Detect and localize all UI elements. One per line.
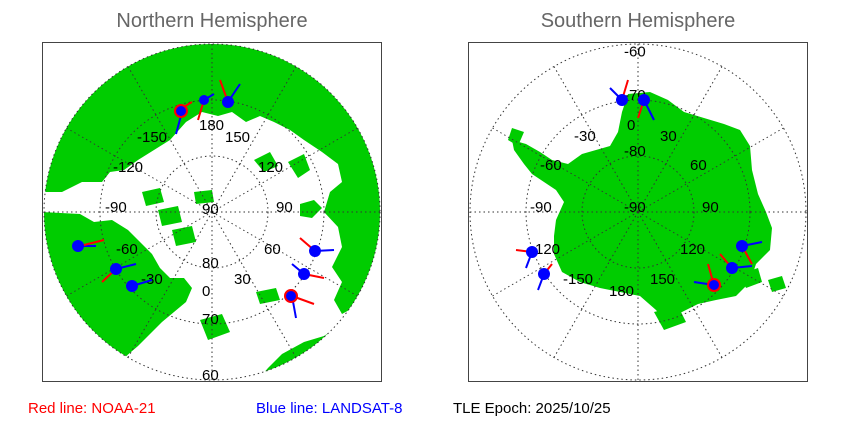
lon-label-0: 0 — [202, 283, 210, 300]
lon-label-90: 90 — [276, 199, 293, 216]
track-marker — [174, 101, 193, 135]
meridian-line — [492, 211, 639, 297]
lat-label-60: 60 — [202, 367, 219, 382]
satellite-tracks-south — [515, 79, 763, 292]
lon-label-150: 150 — [650, 271, 675, 288]
lat-label-minus80: -80 — [624, 143, 646, 160]
lon-label-minus90: -90 — [105, 199, 127, 216]
meridian-line — [637, 127, 784, 213]
lat-label-minus60: -60 — [624, 43, 646, 60]
land-antarctica — [512, 92, 772, 320]
track-marker — [637, 94, 655, 121]
legend-landsat8: Blue line: LANDSAT-8 — [256, 400, 403, 417]
meridian-line — [553, 66, 639, 213]
track-marker — [299, 237, 335, 257]
track-marker — [515, 246, 538, 269]
track-marker — [101, 263, 137, 283]
graticule — [469, 43, 807, 381]
lon-label-60: 60 — [264, 241, 281, 258]
lon-label-minus60: -60 — [116, 241, 138, 258]
land-greenland — [256, 312, 380, 380]
lon-label-minus150: -150 — [137, 129, 167, 146]
track-marker — [72, 239, 105, 252]
land-canadian-island-4 — [194, 190, 214, 204]
meridian-line — [492, 127, 639, 213]
land-island-3 — [654, 306, 686, 330]
southern-hemisphere-title: Southern Hemisphere — [540, 10, 736, 32]
lon-label-180: 180 — [609, 283, 634, 300]
track-marker — [693, 263, 721, 292]
land-canadian-island-2 — [158, 206, 182, 226]
land-iceland — [256, 288, 280, 304]
map-frame — [468, 42, 808, 382]
graticule — [43, 43, 381, 381]
land-masses — [508, 92, 786, 330]
lon-label-180: 180 — [199, 117, 224, 134]
track-marker — [291, 263, 325, 280]
meridian-line — [211, 66, 297, 213]
land-severnaya — [254, 152, 278, 172]
track-marker — [736, 240, 763, 265]
lon-label-120: 120 — [258, 159, 283, 176]
track-marker — [609, 79, 629, 106]
lon-label-30: 30 — [234, 271, 251, 288]
map-frame — [42, 42, 382, 382]
meridian-line — [211, 127, 358, 213]
track-marker — [197, 93, 215, 121]
lon-label-120: 120 — [680, 241, 705, 258]
lat-circle-70 — [99, 99, 325, 325]
meridian-line — [127, 211, 213, 358]
lat-label-80: 80 — [202, 255, 219, 272]
satellite-tracks-north — [72, 79, 335, 319]
land-svalbard — [300, 200, 322, 218]
northern-hemisphere-title: Northern Hemisphere — [116, 10, 308, 32]
track-marker — [284, 289, 315, 319]
track-marker — [537, 263, 553, 291]
land-baffin — [200, 314, 230, 340]
land-island-2 — [768, 276, 786, 292]
track-marker — [219, 79, 241, 108]
meridian-line — [637, 211, 723, 358]
meridian-line — [637, 66, 723, 213]
lat-label-minus90: -90 — [624, 199, 646, 216]
lon-label-60: 60 — [690, 157, 707, 174]
lon-label-0: 0 — [627, 117, 635, 134]
legend-noaa21: Red line: NOAA-21 — [28, 400, 156, 417]
meridian-line — [66, 211, 213, 297]
meridian-line — [211, 211, 358, 297]
land-island-1 — [740, 268, 762, 288]
lon-label-minus120: -120 — [113, 159, 143, 176]
southern-hemisphere-map: 0 -30 30 -60 60 -90 90 -120 120 -150 150… — [468, 42, 808, 382]
lat-circle-80 — [155, 155, 269, 269]
northern-hemisphere-map: 180 -150 150 -120 120 -90 90 -60 60 -30 … — [42, 42, 382, 382]
land-canadian-island-1 — [142, 188, 164, 206]
lon-label-150: 150 — [225, 129, 250, 146]
track-marker — [126, 279, 153, 292]
land-novaya-zemlya — [288, 154, 310, 178]
track-marker — [719, 253, 753, 274]
land-south-america-tip — [508, 128, 524, 146]
lat-circle-80 — [581, 155, 695, 269]
land-canadian-island-3 — [172, 226, 196, 246]
meridian-line — [553, 211, 639, 358]
lon-label-minus60: -60 — [540, 157, 562, 174]
land-eurasia — [44, 44, 380, 314]
lat-label-90: 90 — [202, 201, 219, 218]
lon-label-minus30: -30 — [574, 128, 596, 145]
lon-label-minus150: -150 — [563, 271, 593, 288]
tle-epoch: TLE Epoch: 2025/10/25 — [453, 400, 611, 417]
lon-label-30: 30 — [660, 128, 677, 145]
land-north-america — [44, 212, 192, 380]
meridian-line — [211, 211, 297, 358]
meridian-line — [637, 211, 784, 297]
meridian-line — [127, 66, 213, 213]
meridian-line — [66, 127, 213, 213]
lon-label-90: 90 — [702, 199, 719, 216]
lat-label-70: 70 — [202, 311, 219, 328]
lon-label-minus90: -90 — [530, 199, 552, 216]
